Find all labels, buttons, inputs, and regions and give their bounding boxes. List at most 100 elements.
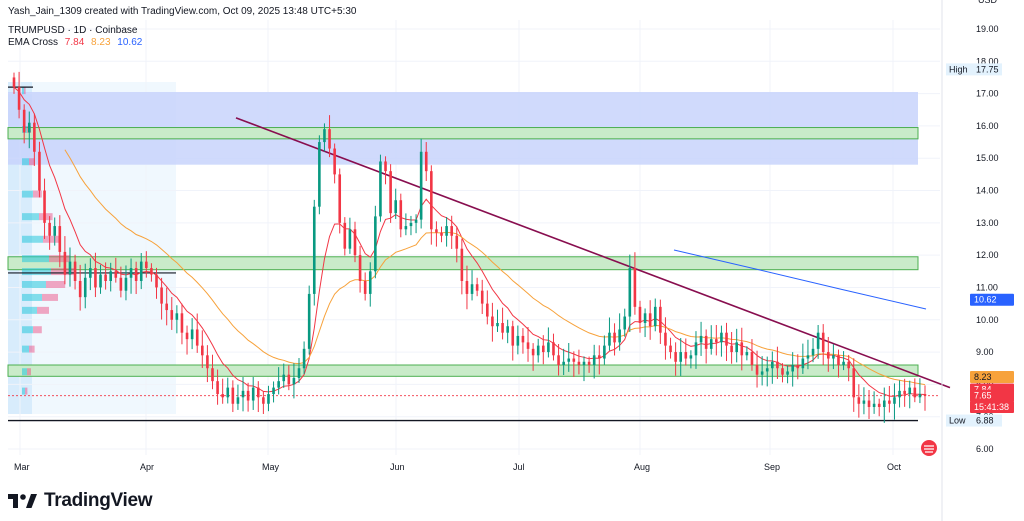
x-tick-label: Sep	[764, 462, 780, 472]
y-tick-label: 6.00	[976, 444, 994, 454]
volume-profile-bar	[22, 235, 43, 243]
candle-body	[567, 358, 571, 362]
y-tick-label: 14.00	[976, 186, 999, 196]
candle-body	[409, 222, 413, 227]
volume-profile-bar	[22, 326, 33, 334]
candle-body	[587, 361, 591, 365]
volume-profile-bar	[22, 158, 29, 166]
time-axis[interactable]: Mar Apr May Jun Jul Aug Sep Oct	[14, 462, 902, 472]
candle-body	[155, 274, 158, 288]
volume-profile-bar	[22, 87, 24, 95]
candle-body	[536, 345, 540, 356]
candle-body	[399, 200, 403, 230]
volume-profile-bar	[33, 190, 42, 198]
candle-body	[750, 352, 754, 365]
ema-fast-line	[13, 86, 926, 397]
candle-body	[185, 332, 189, 340]
volume-profile-bar	[51, 268, 75, 276]
candle-body	[272, 387, 275, 395]
candle-body	[353, 229, 357, 256]
candle-body	[170, 310, 174, 320]
y-tick-label: 18.00	[976, 56, 999, 66]
symbol-line[interactable]: TRUMPUSD · 1D · Coinbase	[8, 25, 138, 36]
alert-icon[interactable]	[921, 440, 937, 456]
candle-body	[893, 397, 896, 404]
candle-body	[419, 151, 423, 220]
candle-body	[292, 377, 296, 385]
volume-profile-bar	[43, 235, 60, 243]
candle-body	[114, 271, 118, 278]
candle-body	[582, 361, 586, 365]
currency-label: USD	[978, 0, 998, 5]
candles	[12, 71, 927, 423]
candle-body	[368, 271, 372, 294]
support-resistance-zone	[7, 127, 919, 140]
volume-profile-bar	[42, 293, 58, 301]
candle-body	[781, 368, 784, 375]
high-value: 17.75	[976, 64, 999, 74]
candle-body	[216, 381, 219, 395]
candle-body	[374, 216, 377, 272]
candle-body	[730, 345, 733, 353]
candle-body	[562, 361, 565, 365]
x-tick-label: Jun	[390, 462, 405, 472]
candle-body	[659, 306, 662, 333]
ema-slow-value: 10.62	[117, 37, 143, 48]
candle-body	[323, 129, 326, 143]
ema-mid-line	[64, 149, 926, 386]
volume-profile-bar	[22, 293, 42, 301]
candle-body	[755, 365, 759, 375]
candle-body	[99, 274, 102, 288]
candle-body	[882, 400, 886, 407]
candle-body	[231, 387, 235, 404]
candle-body	[211, 368, 214, 382]
candle-body	[608, 332, 611, 346]
x-tick-label: Aug	[634, 462, 650, 472]
candle-body	[913, 387, 917, 398]
candle-body	[83, 277, 87, 298]
candle-body	[180, 313, 184, 333]
candle-body	[572, 358, 576, 362]
candle-body	[134, 268, 138, 281]
candle-body	[557, 355, 560, 365]
candle-body	[669, 345, 672, 353]
brand-name: TradingView	[44, 490, 153, 511]
candle-body	[343, 222, 347, 249]
candle-body	[150, 268, 153, 275]
y-tick-label: 17.00	[976, 89, 999, 99]
candle-body	[348, 229, 352, 249]
candle-body	[618, 329, 621, 343]
volume-profile-bar	[22, 190, 33, 198]
volume-profile-bar	[25, 387, 28, 395]
candle-body	[201, 345, 204, 356]
x-tick-label: May	[262, 462, 280, 472]
price-badge	[970, 389, 1014, 402]
candle-body	[43, 190, 46, 223]
volume-profile-bar	[27, 368, 31, 376]
candle-body	[506, 326, 509, 333]
brand-footer[interactable]: TradingView	[8, 490, 153, 512]
candle-body	[33, 122, 36, 152]
candle-body	[94, 268, 97, 288]
volume-profile-bar	[37, 306, 49, 314]
candle-body	[679, 352, 683, 362]
candle-body	[450, 226, 453, 236]
candle-body	[312, 206, 316, 294]
candle-body	[486, 303, 489, 317]
candle-body	[801, 358, 805, 369]
candle-body	[465, 281, 469, 294]
candle-body	[379, 161, 382, 217]
low-label-bg	[946, 414, 1002, 427]
candle-body	[501, 323, 504, 333]
candle-body	[267, 394, 270, 404]
candle-body	[58, 226, 62, 252]
candle-body	[847, 361, 850, 369]
price-badge-text: 7.65	[974, 391, 992, 401]
price-badge-text: 15:41:38	[974, 402, 1009, 412]
indicator-line[interactable]: EMA Cross 7.84 8.23 10.62	[8, 37, 146, 48]
candle-body	[516, 335, 520, 346]
candle-body	[236, 397, 240, 404]
candle-body	[17, 87, 21, 110]
candle-body	[119, 277, 123, 291]
